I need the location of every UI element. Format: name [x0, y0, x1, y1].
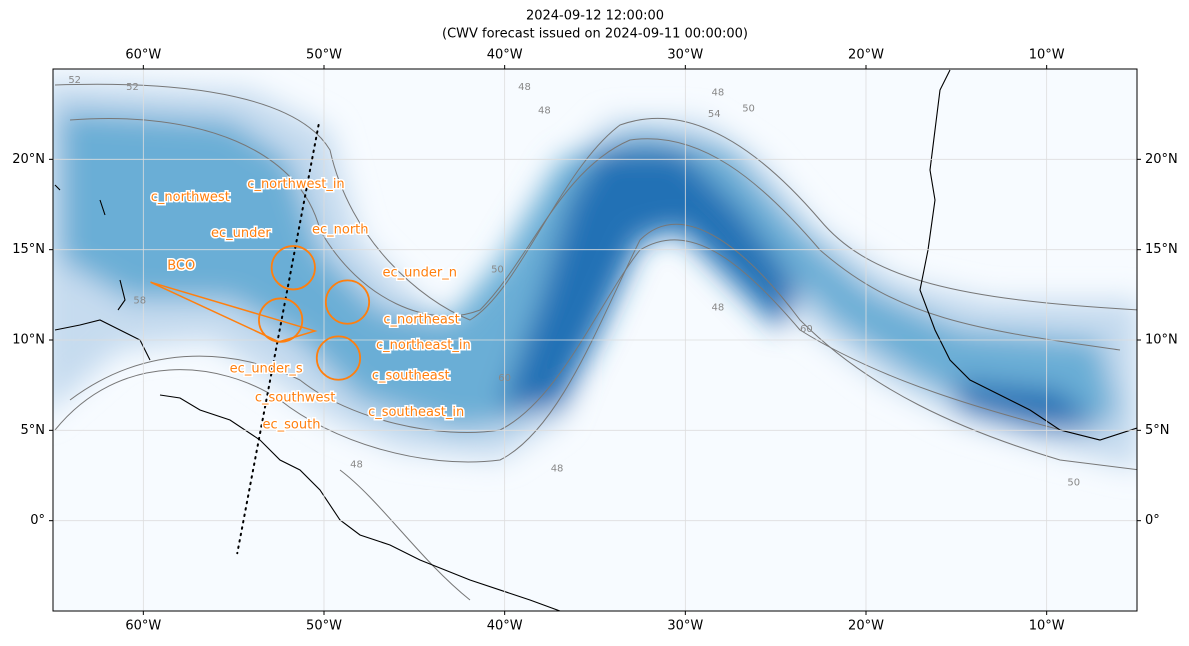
contours	[54, 83, 1137, 601]
y-tick-label: 20°N	[12, 152, 45, 167]
y-tick-label: 0°	[1145, 513, 1160, 528]
y-tick-label: 20°N	[1145, 152, 1178, 167]
waypoint-label: ec_under_s	[230, 361, 303, 376]
contour-label: 50	[491, 265, 504, 276]
x-tick-label: 40°W	[487, 619, 523, 634]
contour-label: 50	[1067, 478, 1080, 489]
contour-label: 52	[68, 75, 81, 86]
waypoint-label: c_northwest	[151, 190, 230, 205]
x-tick-label: 20°W	[848, 619, 884, 634]
axes: 60°W 60°W 50°W 50°W 40°W 40°W 30°W 30°W 20°W 20°W…	[12, 48, 1178, 634]
x-tick-label: 10°W	[1029, 619, 1065, 634]
y-tick-label: 10°N	[1145, 333, 1178, 348]
waypoint-label: c_southeast_in	[368, 405, 464, 420]
circle-pattern	[270, 245, 316, 291]
map-area: 52 52 48 48 48 50 54 50 48 60 50 48 48 58 60 c_northwes…	[53, 69, 1137, 611]
flight-track	[150, 281, 318, 343]
x-tick-label: 30°W	[667, 619, 703, 634]
y-tick-label: 5°N	[21, 423, 46, 438]
y-tick-label: 15°N	[1145, 242, 1178, 257]
x-tick-label: 60°W	[125, 48, 161, 63]
title: 2024-09-12 12:00:00	[526, 9, 664, 24]
x-tick-label: 40°W	[487, 48, 523, 63]
waypoint-label: ec_south	[263, 417, 321, 432]
waypoint-label: c_northeast	[383, 313, 459, 328]
waypoint-label: c_northwest_in	[247, 177, 344, 192]
waypoint-label: c_southeast	[372, 369, 450, 384]
contour-label: 48	[711, 87, 724, 98]
waypoint-label: ec_under	[211, 226, 271, 241]
contour-label: 48	[538, 106, 551, 117]
circle-pattern	[315, 335, 362, 381]
x-tick-label: 50°W	[306, 48, 342, 63]
contour-label: 48	[711, 302, 724, 313]
contour-label: 48	[518, 82, 531, 93]
circle-pattern	[258, 297, 304, 343]
contour-label: 60	[800, 324, 813, 335]
y-tick-label: 5°N	[1145, 423, 1170, 438]
waypoint-label: BCO	[167, 258, 195, 273]
x-tick-label: 30°W	[667, 48, 703, 63]
contour-label: 54	[708, 109, 721, 120]
x-tick-label: 60°W	[125, 619, 161, 634]
coastlines	[54, 69, 1137, 611]
annotations: 52 52 48 48 48 50 54 50 48 60 50 48 48 58 60 c_northwes…	[68, 75, 1080, 555]
waypoint-label: c_northeast_in	[376, 338, 471, 353]
waypoint-label: ec_north	[312, 222, 369, 237]
dotted-track	[236, 124, 320, 555]
waypoint-label: c_southwest	[255, 390, 335, 405]
graticule	[53, 69, 1137, 611]
waypoint-label: ec_under_n	[383, 266, 457, 281]
x-tick-label: 50°W	[306, 619, 342, 634]
contour-label: 58	[133, 295, 146, 306]
contour-label: 52	[126, 82, 139, 93]
contour-label: 48	[350, 460, 363, 471]
y-tick-label: 0°	[30, 513, 45, 528]
x-tick-label: 20°W	[848, 48, 884, 63]
contour-label: 50	[742, 104, 755, 115]
contour-label: 60	[498, 373, 511, 384]
x-tick-label: 10°W	[1029, 48, 1065, 63]
contour-label: 48	[551, 463, 564, 474]
y-tick-label: 10°N	[12, 333, 45, 348]
subtitle: (CWV forecast issued on 2024-09-11 00:00…	[442, 27, 748, 42]
y-tick-label: 15°N	[12, 242, 45, 257]
circle-pattern	[324, 279, 371, 325]
